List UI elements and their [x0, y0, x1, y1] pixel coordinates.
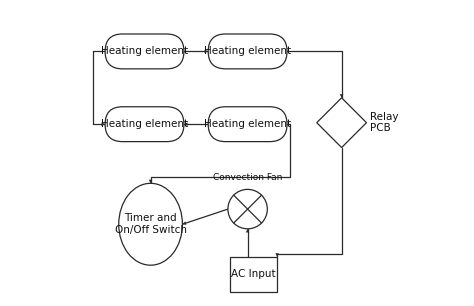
- FancyBboxPatch shape: [105, 107, 184, 142]
- Polygon shape: [205, 50, 208, 53]
- FancyBboxPatch shape: [208, 107, 287, 142]
- Text: Timer and
On/Off Switch: Timer and On/Off Switch: [115, 214, 187, 235]
- Polygon shape: [184, 122, 188, 126]
- Text: Heating element: Heating element: [204, 119, 291, 129]
- Polygon shape: [340, 94, 344, 98]
- Polygon shape: [317, 98, 366, 147]
- Polygon shape: [101, 122, 105, 126]
- Polygon shape: [182, 221, 186, 225]
- FancyBboxPatch shape: [208, 34, 287, 69]
- Text: Heating element: Heating element: [101, 47, 188, 56]
- Bar: [230, 257, 277, 292]
- Ellipse shape: [119, 183, 182, 265]
- Polygon shape: [246, 229, 249, 233]
- Text: AC Input: AC Input: [231, 269, 276, 279]
- Circle shape: [228, 189, 267, 229]
- Text: Heating element: Heating element: [101, 119, 188, 129]
- Polygon shape: [275, 253, 279, 257]
- Polygon shape: [149, 180, 153, 183]
- Text: Convection Fan: Convection Fan: [213, 173, 283, 182]
- Text: Relay
PCB: Relay PCB: [370, 112, 398, 133]
- FancyBboxPatch shape: [105, 34, 184, 69]
- Text: Heating element: Heating element: [204, 47, 291, 56]
